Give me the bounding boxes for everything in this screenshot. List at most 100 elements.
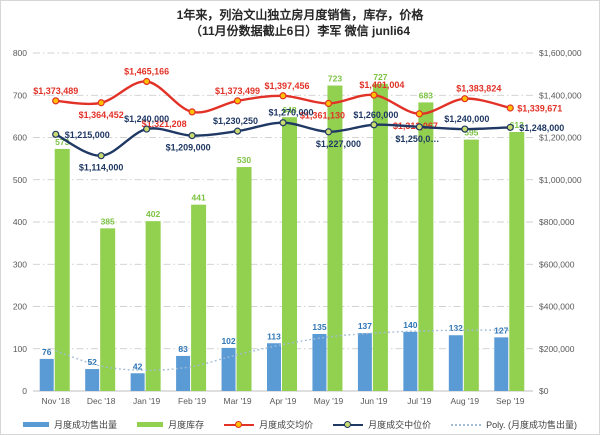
svg-text:595: 595	[464, 128, 478, 138]
svg-text:$1,227,000: $1,227,000	[316, 139, 361, 149]
left-axis-labels: 800 700 600 500 400 300 200 100 0	[13, 48, 27, 396]
svg-text:613: 613	[510, 120, 524, 130]
svg-text:$1,361,130: $1,361,130	[300, 110, 345, 120]
svg-text:$1,215,000: $1,215,000	[65, 130, 110, 140]
svg-text:76: 76	[42, 347, 52, 357]
svg-text:300: 300	[13, 259, 27, 269]
x-axis-labels: Nov '18 Dec '18 Jan '19 Feb '19 Mar '19 Apr '…	[41, 396, 524, 406]
svg-text:100: 100	[13, 344, 27, 354]
svg-text:Nov '18: Nov '18	[41, 396, 70, 406]
svg-text:$1,250,0…: $1,250,0…	[395, 134, 439, 144]
legend-label-sales: 月度成功售出量	[54, 420, 118, 430]
svg-text:530: 530	[237, 155, 251, 165]
svg-text:600: 600	[13, 133, 27, 143]
svg-text:$400,000: $400,000	[539, 302, 575, 312]
svg-text:727: 727	[373, 72, 387, 82]
svg-text:$1,397,456: $1,397,456	[264, 81, 309, 91]
svg-text:$1,270,000: $1,270,000	[268, 108, 313, 118]
markers-median_price	[52, 119, 514, 160]
svg-text:$1,373,499: $1,373,499	[215, 86, 260, 96]
legend-dotted-line-poly-icon	[451, 423, 482, 426]
legend-item-inventory: 月度库存	[137, 418, 204, 431]
svg-text:$600,000: $600,000	[539, 259, 575, 269]
svg-text:$1,209,000: $1,209,000	[166, 143, 211, 153]
svg-text:$1,465,166: $1,465,166	[124, 66, 169, 76]
svg-text:102: 102	[221, 336, 235, 346]
svg-text:May '19: May '19	[314, 396, 344, 406]
svg-text:Dec '18: Dec '18	[87, 396, 116, 406]
svg-text:$1,401,004: $1,401,004	[359, 80, 404, 90]
line-labels-median_price: $1,215,000 $1,114,000 $1,240,000 $1,209,000…	[65, 108, 565, 173]
svg-text:52: 52	[87, 357, 97, 367]
svg-text:$1,240,000: $1,240,000	[444, 114, 489, 124]
svg-text:$1,114,000: $1,114,000	[79, 163, 124, 173]
svg-text:$1,339,671: $1,339,671	[517, 103, 562, 113]
bars-sales	[39, 331, 509, 391]
svg-text:113: 113	[267, 331, 281, 341]
chart-title-line1: 1年来，列治文山独立房月度销售，库存，价格	[176, 8, 424, 22]
chart-title-line2: （11月份数据截止6日）李军 微信 junli64	[189, 24, 411, 38]
svg-text:723: 723	[328, 74, 342, 84]
svg-text:402: 402	[146, 209, 160, 219]
svg-text:683: 683	[419, 90, 433, 100]
svg-text:Mar '19: Mar '19	[224, 396, 252, 406]
svg-text:$1,240,000: $1,240,000	[124, 114, 169, 124]
svg-text:$1,383,824: $1,383,824	[456, 84, 501, 94]
svg-text:$1,000,000: $1,000,000	[539, 175, 582, 185]
svg-text:$1,364,452: $1,364,452	[79, 110, 124, 120]
legend-line-marker-avg-price-icon	[224, 420, 255, 429]
svg-text:$1,600,000: $1,600,000	[539, 48, 582, 58]
legend-bar-swatch-inventory-icon	[137, 422, 164, 427]
chart-legend: 月度成功售出量 月度库存 月度成交均价 月度成交中位价 Poly. (月度成功售…	[1, 418, 599, 431]
svg-text:42: 42	[133, 361, 143, 371]
legend-item-poly-trend: Poly. (月度成功售出量)	[451, 418, 577, 431]
legend-item-sales: 月度成功售出量	[23, 418, 117, 431]
svg-text:$1,248,000: $1,248,000	[519, 123, 564, 133]
svg-text:573: 573	[55, 137, 69, 147]
bar-labels-sales: 76 52 42 83 102 113 135 137 140 132 127	[42, 320, 509, 371]
svg-text:132: 132	[449, 323, 463, 333]
svg-text:127: 127	[494, 325, 508, 335]
legend-line-marker-median-price-icon	[333, 420, 364, 429]
svg-text:Jul '19: Jul '19	[407, 396, 432, 406]
legend-label-avg-price: 月度成交均价	[259, 420, 314, 430]
bars-inventory	[54, 83, 525, 392]
legend-label-inventory: 月度库存	[168, 420, 205, 430]
svg-text:140: 140	[403, 320, 417, 330]
svg-text:$1,321,208: $1,321,208	[142, 119, 187, 129]
svg-text:$200,000: $200,000	[539, 344, 575, 354]
markers-avg_price	[52, 77, 514, 118]
svg-text:137: 137	[358, 321, 372, 331]
legend-item-avg-price: 月度成交均价	[224, 418, 313, 431]
svg-text:$800,000: $800,000	[539, 217, 575, 227]
legend-item-median-price: 月度成交中位价	[333, 418, 431, 431]
svg-text:441: 441	[191, 193, 205, 203]
legend-label-median-price: 月度成交中位价	[368, 420, 432, 430]
svg-text:Aug '19: Aug '19	[451, 396, 480, 406]
svg-text:800: 800	[13, 48, 27, 58]
svg-text:Jan '19: Jan '19	[133, 396, 160, 406]
right-axis-labels: $1,600,000 $1,400,000 $1,200,000 $1,000,000…	[539, 48, 582, 396]
legend-bar-swatch-sales-icon	[23, 422, 50, 427]
svg-text:$1,200,000: $1,200,000	[539, 133, 582, 143]
svg-text:$1,400,000: $1,400,000	[539, 90, 582, 100]
svg-text:83: 83	[178, 344, 188, 354]
svg-text:Jun '19: Jun '19	[360, 396, 387, 406]
svg-text:500: 500	[13, 175, 27, 185]
svg-text:385: 385	[101, 216, 115, 226]
svg-text:$0: $0	[539, 386, 549, 396]
legend-label-poly-trend: Poly. (月度成功售出量)	[486, 420, 577, 430]
svg-text:135: 135	[312, 322, 326, 332]
svg-text:700: 700	[13, 90, 27, 100]
chart-title: 1年来，列治文山独立房月度销售，库存，价格 （11月份数据截止6日）李军 微信 …	[1, 7, 599, 39]
svg-text:$1,260,000: $1,260,000	[353, 110, 398, 120]
svg-text:Apr '19: Apr '19	[270, 396, 297, 406]
svg-text:$1,230,250: $1,230,250	[213, 116, 258, 126]
svg-text:200: 200	[13, 302, 27, 312]
poly-trendline	[55, 329, 511, 372]
svg-text:400: 400	[13, 217, 27, 227]
bar-labels-inventory: 573 385 402 441 530 648 723 727 683 595 613	[55, 72, 524, 226]
svg-text:Sep '19: Sep '19	[496, 396, 525, 406]
